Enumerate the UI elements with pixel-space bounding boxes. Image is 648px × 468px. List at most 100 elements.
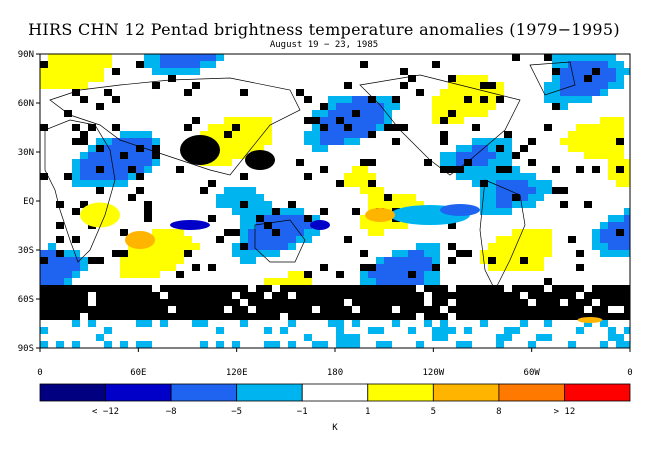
anomaly-cell <box>440 110 448 117</box>
coastline <box>49 77 301 176</box>
anomaly-cell <box>472 173 480 180</box>
anomaly-cell <box>144 264 152 271</box>
anomaly-cell <box>320 313 328 320</box>
lat-tick-label: 30S <box>18 246 34 256</box>
anomaly-cell <box>432 299 440 306</box>
anomaly-cell <box>584 313 592 320</box>
anomaly-cell <box>304 327 312 334</box>
anomaly-cell <box>568 82 576 89</box>
anomaly-cell <box>464 96 472 103</box>
anomaly-cell <box>488 306 496 313</box>
colorbar-tick-label: < −12 <box>92 407 120 417</box>
anomaly-cell <box>624 285 630 292</box>
anomaly-cell <box>272 320 280 327</box>
anomaly-cell <box>544 278 552 285</box>
anomaly-cell <box>312 117 320 124</box>
anomaly-cell <box>120 250 128 257</box>
anomaly-cell <box>600 250 608 257</box>
anomaly-cell <box>80 82 88 89</box>
anomaly-cell <box>240 201 248 208</box>
anomaly-cell <box>488 299 496 306</box>
anomaly-cell <box>376 257 384 264</box>
anomaly-cell <box>344 236 352 243</box>
anomaly-cell <box>584 327 592 334</box>
anomaly-cell <box>96 313 104 320</box>
anomaly-cell <box>480 250 488 257</box>
anomaly-cell <box>224 320 232 327</box>
anomaly-cell <box>40 82 48 89</box>
anomaly-cell <box>480 201 488 208</box>
anomaly-cell <box>176 341 184 348</box>
anomaly-cell <box>136 285 144 292</box>
anomaly-cell <box>72 89 80 96</box>
anomaly-cell <box>88 159 96 166</box>
anomaly-cell <box>352 334 360 341</box>
anomaly-cell <box>496 152 504 159</box>
anomaly-cell <box>528 180 536 187</box>
anomaly-cell <box>168 236 176 243</box>
anomaly-cell <box>400 306 408 313</box>
anomaly-cell <box>296 278 304 285</box>
anomaly-cell <box>224 138 232 145</box>
anomaly-cell <box>224 313 232 320</box>
anomaly-cell <box>104 341 112 348</box>
anomaly-cell <box>256 236 264 243</box>
anomaly-cell <box>304 292 312 299</box>
anomaly-cell <box>240 299 248 306</box>
anomaly-cell <box>40 313 48 320</box>
anomaly-cell <box>56 278 64 285</box>
anomaly-cell <box>120 152 128 159</box>
anomaly-cell <box>88 180 96 187</box>
anomaly-cell <box>416 257 424 264</box>
anomaly-cell <box>296 334 304 341</box>
anomaly-cell <box>72 166 80 173</box>
anomaly-cell <box>192 285 200 292</box>
anomaly-cell <box>88 54 96 61</box>
anomaly-cell <box>400 194 408 201</box>
anomaly-cell <box>456 82 464 89</box>
anomaly-cell <box>120 131 128 138</box>
anomaly-cell <box>344 341 352 348</box>
anomaly-cell <box>344 299 352 306</box>
anomaly-cell <box>232 145 240 152</box>
anomaly-cell <box>336 131 344 138</box>
anomaly-cell <box>384 96 392 103</box>
anomaly-region <box>440 204 480 216</box>
anomaly-cell <box>256 117 264 124</box>
anomaly-cell <box>264 341 272 348</box>
anomaly-cell <box>88 320 96 327</box>
anomaly-cell <box>448 117 456 124</box>
anomaly-cell <box>608 306 616 313</box>
anomaly-cell <box>184 68 192 75</box>
anomaly-cell <box>304 215 312 222</box>
anomaly-cell <box>352 166 360 173</box>
anomaly-cell <box>544 306 552 313</box>
anomaly-cell <box>608 222 616 229</box>
anomaly-cell <box>128 166 136 173</box>
anomaly-cell <box>416 250 424 257</box>
anomaly-cell <box>408 341 416 348</box>
anomaly-cell <box>624 215 630 222</box>
anomaly-cell <box>64 271 72 278</box>
lon-tick-label: 120E <box>226 368 248 378</box>
anomaly-cell <box>496 208 504 215</box>
anomaly-cell <box>496 236 504 243</box>
anomaly-cell <box>576 264 584 271</box>
anomaly-region <box>245 150 275 170</box>
anomaly-cell <box>72 264 80 271</box>
anomaly-cell <box>408 292 416 299</box>
anomaly-cell <box>176 68 184 75</box>
anomaly-cell <box>432 327 440 334</box>
anomaly-cell <box>528 201 536 208</box>
anomaly-cell <box>88 285 96 292</box>
anomaly-cell <box>592 152 600 159</box>
anomaly-cell <box>40 306 48 313</box>
anomaly-cell <box>344 327 352 334</box>
anomaly-cell <box>496 292 504 299</box>
anomaly-cell <box>488 320 496 327</box>
anomaly-cell <box>48 243 56 250</box>
anomaly-cell <box>88 292 96 299</box>
anomaly-cell <box>128 250 136 257</box>
anomaly-cell <box>520 299 528 306</box>
anomaly-cell <box>520 320 528 327</box>
